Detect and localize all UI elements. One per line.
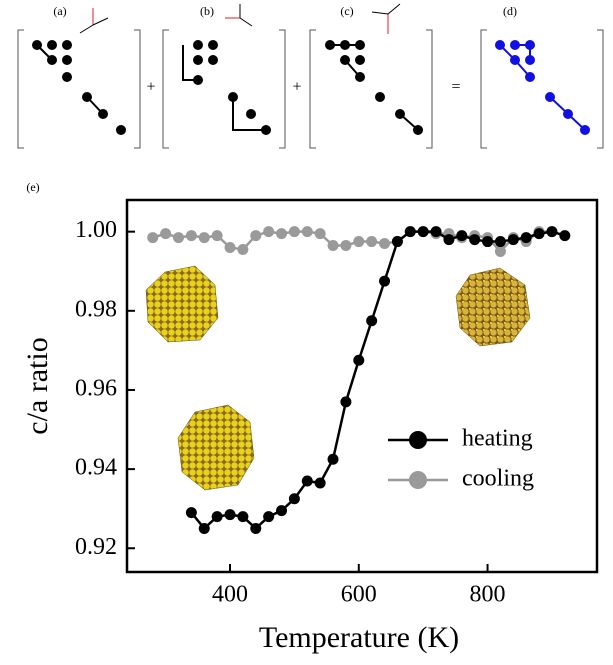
data-point <box>340 396 352 408</box>
data-point <box>379 238 391 250</box>
x-tick-label: 400 <box>212 582 248 608</box>
operator: = <box>451 79 460 96</box>
data-point <box>353 236 365 248</box>
data-point <box>185 230 197 242</box>
data-point <box>250 230 262 242</box>
legend-label: heating <box>462 426 533 452</box>
data-point <box>276 228 288 240</box>
matrix-d <box>495 40 590 135</box>
y-tick-label: 0.92 <box>75 534 117 560</box>
y-axis-label: c/a ratio <box>21 337 54 434</box>
data-point <box>185 507 197 519</box>
data-point <box>353 354 365 366</box>
matrix-a <box>32 40 126 135</box>
legend-marker <box>409 471 427 489</box>
operator: + <box>146 79 155 96</box>
data-point <box>301 475 313 487</box>
panel-label: (a) <box>53 4 66 18</box>
data-point <box>147 232 159 244</box>
panel-label: (c) <box>340 4 353 18</box>
data-point <box>494 236 506 248</box>
data-point <box>288 226 300 238</box>
data-point <box>250 522 262 534</box>
data-point <box>482 236 494 248</box>
data-point <box>366 315 378 327</box>
data-point <box>340 240 352 252</box>
data-point <box>198 232 210 244</box>
data-point <box>224 241 236 253</box>
x-tick-label: 800 <box>470 582 506 608</box>
legend-marker <box>409 431 427 449</box>
y-tick-label: 0.96 <box>75 375 117 401</box>
data-point <box>507 234 519 246</box>
data-point <box>417 226 429 238</box>
matrix-b <box>182 40 271 135</box>
data-point <box>288 493 300 505</box>
data-point <box>160 228 172 240</box>
data-point <box>546 226 558 238</box>
panel-label: (e) <box>26 180 39 194</box>
legend-label: cooling <box>462 466 534 492</box>
data-point <box>404 226 416 238</box>
data-point <box>237 511 249 523</box>
data-point <box>237 243 249 255</box>
data-point <box>430 226 442 238</box>
data-point <box>533 228 545 240</box>
x-tick-label: 600 <box>341 582 377 608</box>
data-point <box>391 236 403 248</box>
matrix-diagrams <box>17 29 604 149</box>
data-point <box>198 522 210 534</box>
operator: + <box>292 79 301 96</box>
data-point <box>443 234 455 246</box>
data-point <box>379 275 391 287</box>
x-axis-label: Temperature (K) <box>259 621 459 654</box>
data-point <box>469 234 481 246</box>
axis-icons <box>79 3 401 34</box>
data-point <box>301 226 313 238</box>
data-point <box>276 505 288 517</box>
matrix-c <box>325 40 423 135</box>
nanoparticle-images <box>145 265 531 491</box>
data-point <box>173 232 185 244</box>
y-tick-label: 0.94 <box>75 455 117 481</box>
data-point <box>366 236 378 248</box>
data-point <box>224 509 236 521</box>
data-point <box>327 453 339 465</box>
data-point <box>211 511 223 523</box>
y-tick-label: 1.00 <box>75 217 117 243</box>
panel-label: (d) <box>503 4 517 18</box>
data-point <box>456 230 468 242</box>
data-point <box>263 226 275 238</box>
data-point <box>327 240 339 252</box>
data-point <box>314 228 326 240</box>
y-tick-label: 0.98 <box>75 296 117 322</box>
data-point <box>263 511 275 523</box>
data-point <box>211 230 223 242</box>
data-point <box>559 230 571 242</box>
data-point <box>314 477 326 489</box>
plot-frame <box>125 198 599 574</box>
panel-label: (b) <box>200 4 214 18</box>
data-point <box>494 245 506 257</box>
data-point <box>520 232 532 244</box>
